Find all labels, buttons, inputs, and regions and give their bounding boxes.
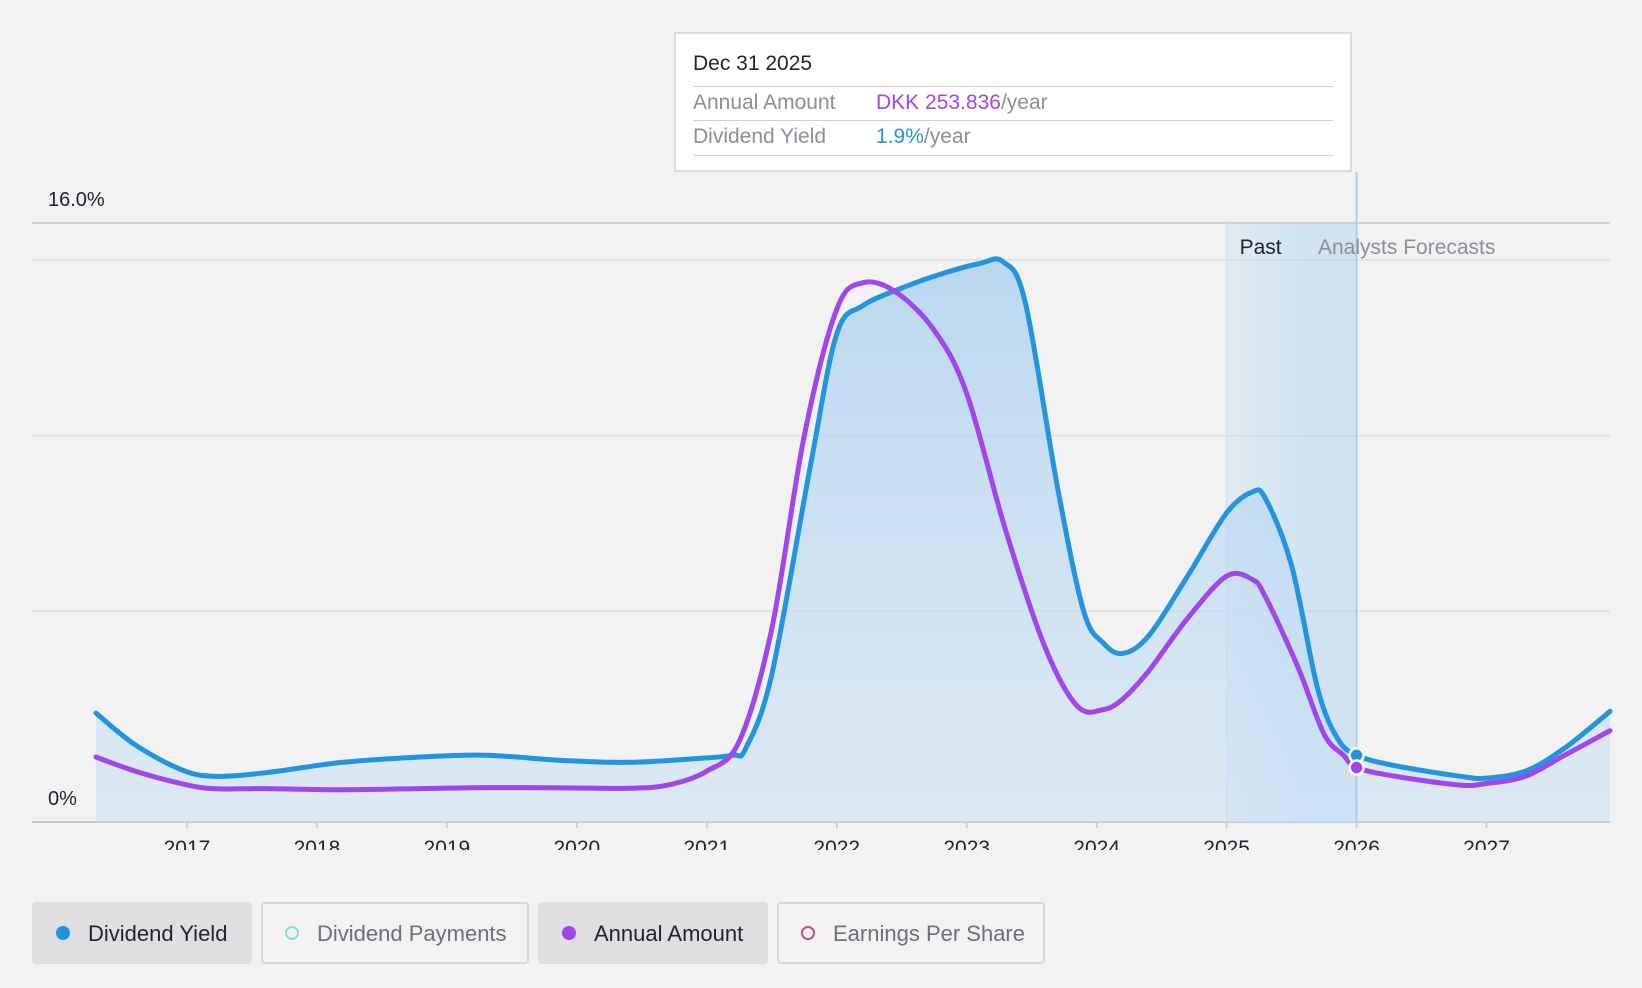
forecast-label: Analysts Forecasts [1318, 236, 1495, 259]
dividend-yield-line [93, 256, 1613, 781]
past-label: Past [1240, 236, 1282, 259]
tooltip-yield-value-wrap: 1.9%/year [876, 125, 971, 149]
legend-earnings-per-share-label: Earnings Per Share [833, 921, 1025, 946]
annual-amount-line [93, 279, 1613, 793]
tooltip-yield-unit: /year [923, 125, 971, 148]
legend-earnings-per-share-marker-icon [801, 926, 815, 940]
tooltip-annual-value: DKK 253.836 [876, 91, 1001, 114]
dividend-yield-area [96, 258, 1610, 822]
x-tick-label-2022: 2022 [813, 837, 860, 850]
x-tick-label-2027: 2027 [1463, 837, 1510, 850]
tooltip-yield-label: Dividend Yield [693, 125, 827, 148]
x-tick-label-2023: 2023 [943, 837, 990, 850]
legend-dividend-yield-button[interactable]: Dividend Yield [32, 902, 252, 964]
legend-dividend-payments-button[interactable]: Dividend Payments [261, 902, 529, 964]
tooltip-annual-label: Annual Amount [693, 91, 836, 114]
legend-dividend-payments-marker-icon [285, 926, 299, 940]
legend-annual-amount-label: Annual Amount [594, 921, 744, 946]
tooltip-row-dividend-yield: Dividend Yield 1.9%/year [693, 120, 1333, 156]
tooltip-yield-value: 1.9% [876, 125, 924, 148]
x-tick-label-2019: 2019 [424, 837, 471, 850]
legend-dividend-yield-marker-icon [56, 926, 70, 940]
legend-dividend-yield-label: Dividend Yield [88, 921, 228, 946]
x-tick-label-2026: 2026 [1333, 837, 1380, 850]
x-tick-label-2018: 2018 [294, 837, 341, 850]
x-tick-label-2024: 2024 [1073, 837, 1120, 850]
y-axis-bottom-label: 0% [48, 788, 77, 810]
tooltip-annual-value-wrap: DKK 253.836/year [876, 91, 1048, 115]
x-tick-label-2025: 2025 [1203, 837, 1250, 850]
x-tick-label-2021: 2021 [683, 837, 730, 850]
chart-tooltip: Dec 31 2025 Annual Amount DKK 253.836/ye… [674, 32, 1352, 172]
tooltip-annual-unit: /year [1000, 91, 1048, 114]
legend-dividend-payments-label: Dividend Payments [317, 921, 507, 946]
legend-earnings-per-share-button[interactable]: Earnings Per Share [777, 902, 1045, 964]
y-axis-top-label: 16.0% [48, 189, 105, 211]
legend-annual-amount-marker-icon [562, 926, 576, 940]
tooltip-date: Dec 31 2025 [693, 52, 813, 75]
x-tick-label-2020: 2020 [553, 837, 600, 850]
dividend-chart: 16.0% 0% 2017 2018 2019 2020 2021 2022 2023 2024 2… [32, 172, 1613, 850]
legend-annual-amount-button[interactable]: Annual Amount [538, 902, 768, 964]
tooltip-row-annual-amount: Annual Amount DKK 253.836/year [693, 86, 1333, 121]
annual-amount-cursor-point [1348, 759, 1365, 776]
x-tick-label-2017: 2017 [164, 837, 211, 850]
